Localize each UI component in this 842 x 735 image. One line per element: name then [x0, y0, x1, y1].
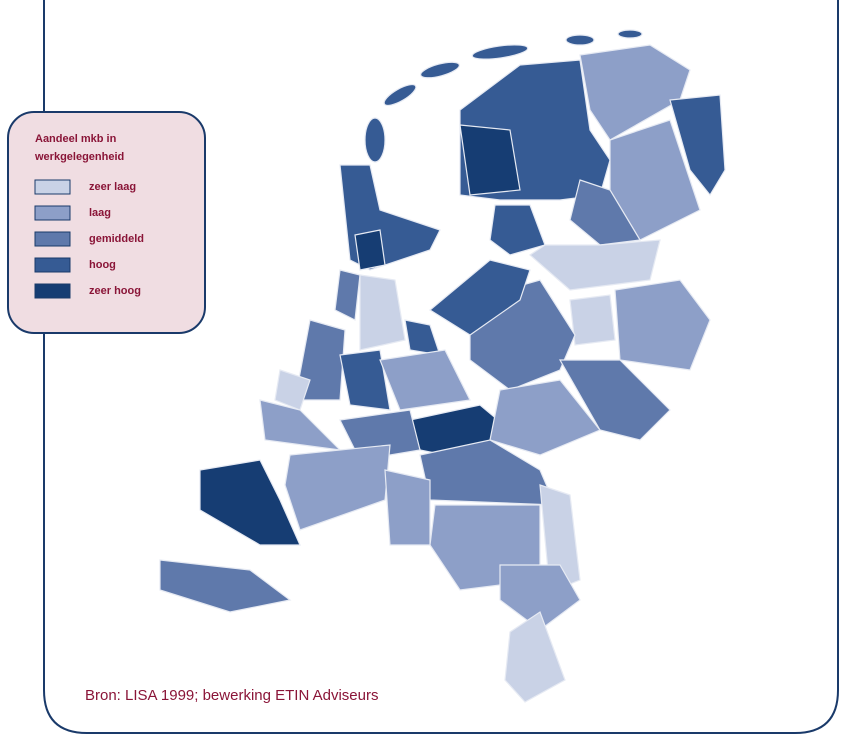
region: [504, 611, 566, 703]
region: [359, 274, 406, 351]
legend-title: werkgelegenheid: [34, 151, 124, 163]
region: [404, 319, 441, 356]
legend-box: [7, 111, 206, 334]
legend-title: Aandeel mkb in: [35, 133, 117, 145]
island: [364, 117, 386, 163]
region: [354, 229, 386, 271]
region: [499, 564, 581, 631]
island: [565, 34, 595, 46]
island: [383, 84, 417, 106]
source: Bron: LISA 1999; bewerking ETIN Adviseur…: [85, 687, 379, 704]
region: [529, 239, 661, 291]
region: [614, 279, 711, 371]
region: [339, 164, 441, 271]
region: [609, 119, 701, 241]
map: [159, 29, 726, 703]
region: [339, 349, 391, 411]
region: [489, 204, 546, 256]
region: [159, 559, 292, 613]
legend-label: hoog: [89, 259, 116, 271]
region: [334, 269, 361, 321]
region: [379, 349, 471, 411]
legend-swatch: [34, 179, 71, 195]
region: [569, 179, 641, 246]
region: [459, 124, 521, 196]
region: [669, 94, 726, 197]
legend-label: zeer laag: [89, 181, 136, 193]
region: [284, 444, 391, 531]
legend-label: zeer hoog: [89, 285, 141, 297]
legend-label: laag: [89, 207, 111, 219]
island: [471, 44, 529, 60]
legend-label: gemiddeld: [89, 233, 144, 245]
region: [428, 259, 531, 336]
region: [579, 44, 691, 141]
region: [384, 469, 431, 546]
legend-swatch: [34, 231, 71, 247]
region: [569, 294, 616, 346]
region: [558, 359, 671, 441]
island: [617, 29, 643, 39]
legend-swatch: [34, 205, 71, 221]
region: [489, 379, 601, 456]
legend-swatch: [34, 283, 71, 299]
island: [420, 61, 460, 79]
legend-swatch: [34, 257, 71, 273]
region: [199, 459, 301, 546]
frame: [43, 0, 839, 734]
legend-items: zeer laag laag gemiddeld hoog zeer hoog: [34, 179, 144, 299]
